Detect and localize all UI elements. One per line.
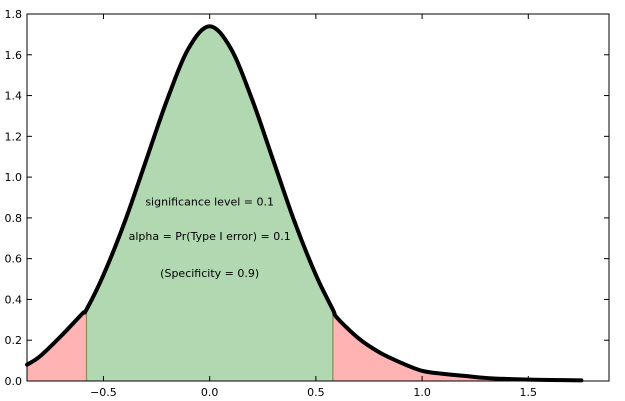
x-tick-label: 0.0 bbox=[201, 386, 219, 399]
y-axis: 0.0 0.2 0.4 0.6 0.8 1.0 1.2 1.4 1.6 1.8 bbox=[5, 8, 609, 388]
annotation-alpha: alpha = Pr(Type I error) = 0.1 bbox=[129, 230, 291, 243]
annotation-significance-level: significance level = 0.1 bbox=[145, 196, 274, 209]
x-tick-label: 0.5 bbox=[307, 386, 325, 399]
y-tick-label: 1.8 bbox=[5, 8, 23, 21]
annotation-specificity: (Specificity = 0.9) bbox=[160, 267, 259, 280]
plot-frame bbox=[26, 13, 610, 382]
region-1 bbox=[86, 26, 333, 381]
x-tick-label: 1.0 bbox=[413, 386, 431, 399]
y-tick-label: 1.0 bbox=[5, 171, 23, 184]
y-tick-label: 0.4 bbox=[5, 293, 23, 306]
x-tick-label: 1.5 bbox=[520, 386, 538, 399]
y-tick-label: 1.6 bbox=[5, 49, 23, 62]
density-curve bbox=[25, 24, 584, 383]
x-tick-label: −0.5 bbox=[90, 386, 117, 399]
region-2 bbox=[332, 309, 582, 381]
annotations-layer: significance level = 0.1 alpha = Pr(Type… bbox=[129, 196, 291, 280]
boundaries-layer bbox=[85, 309, 334, 381]
y-tick-label: 1.2 bbox=[5, 130, 23, 143]
y-tick-label: 0.2 bbox=[5, 334, 23, 347]
y-tick-label: 0.0 bbox=[5, 375, 23, 388]
x-axis: −0.5 0.0 0.5 1.0 1.5 bbox=[90, 14, 537, 399]
regions-layer bbox=[27, 26, 582, 381]
y-tick-label: 0.8 bbox=[5, 212, 23, 225]
y-tick-label: 1.4 bbox=[5, 90, 23, 103]
y-tick-label: 0.6 bbox=[5, 253, 23, 266]
